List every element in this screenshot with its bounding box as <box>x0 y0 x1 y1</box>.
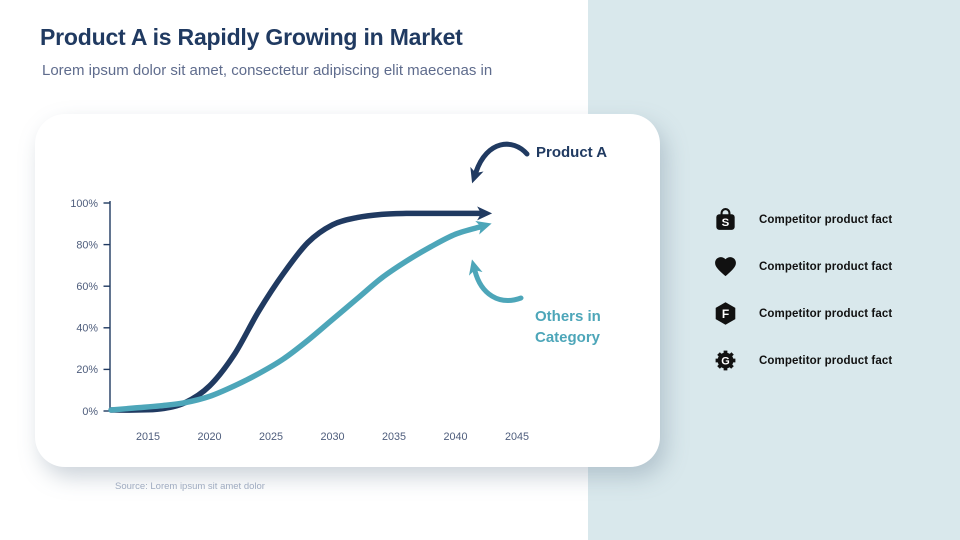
svg-text:60%: 60% <box>76 281 98 293</box>
svg-text:2025: 2025 <box>259 431 283 443</box>
svg-text:2015: 2015 <box>136 431 160 443</box>
svg-text:20%: 20% <box>76 364 98 376</box>
svg-text:0%: 0% <box>82 406 98 418</box>
others-series-label: Others in Category <box>535 308 601 346</box>
series-line-1 <box>108 221 492 413</box>
fact-label: Competitor product fact <box>759 213 893 226</box>
product-a-callout-arrow <box>470 141 530 184</box>
chart-axes-and-series: 0% 20% 40% 60% 80% 100% 2015 2020 2025 2030 2035 20… <box>70 198 529 443</box>
page-subtitle: Lorem ipsum dolor sit amet, consectetur … <box>42 62 493 79</box>
svg-text:100%: 100% <box>70 198 98 210</box>
fact-list: S Competitor product fact Competitor pro… <box>713 196 892 384</box>
product-a-series-label: Product A <box>536 144 608 161</box>
hexagon-f-icon: F <box>713 301 738 326</box>
fact-row: S Competitor product fact <box>713 196 892 243</box>
fact-label: Competitor product fact <box>759 354 893 367</box>
fact-row: F Competitor product fact <box>713 290 892 337</box>
svg-text:G: G <box>721 355 730 367</box>
series-line-0 <box>108 206 493 413</box>
others-callout-arrow <box>468 259 524 303</box>
svg-text:80%: 80% <box>76 239 98 251</box>
svg-text:40%: 40% <box>76 323 98 335</box>
page-title: Product A is Rapidly Growing in Market <box>40 24 463 50</box>
market-share-chart: 0% 20% 40% 60% 80% 100% 2015 2020 2025 2030 2035 20… <box>70 141 530 443</box>
svg-text:2030: 2030 <box>320 431 344 443</box>
fact-label: Competitor product fact <box>759 260 893 273</box>
svg-text:2045: 2045 <box>505 431 529 443</box>
heart-icon <box>713 254 738 279</box>
chart-card: 0% 20% 40% 60% 80% 100% 2015 2020 2025 2030 2035 20… <box>35 114 660 467</box>
svg-text:2035: 2035 <box>382 431 406 443</box>
fact-row: G Competitor product fact <box>713 337 892 384</box>
svg-text:2040: 2040 <box>443 431 467 443</box>
svg-text:S: S <box>722 217 730 229</box>
svg-text:2020: 2020 <box>197 431 221 443</box>
gear-g-icon: G <box>713 348 738 373</box>
shopping-bag-s-icon: S <box>713 207 738 232</box>
svg-text:F: F <box>722 307 729 321</box>
source-note: Source: Lorem ipsum sit amet dolor <box>115 481 265 492</box>
fact-row: Competitor product fact <box>713 243 892 290</box>
fact-label: Competitor product fact <box>759 307 893 320</box>
